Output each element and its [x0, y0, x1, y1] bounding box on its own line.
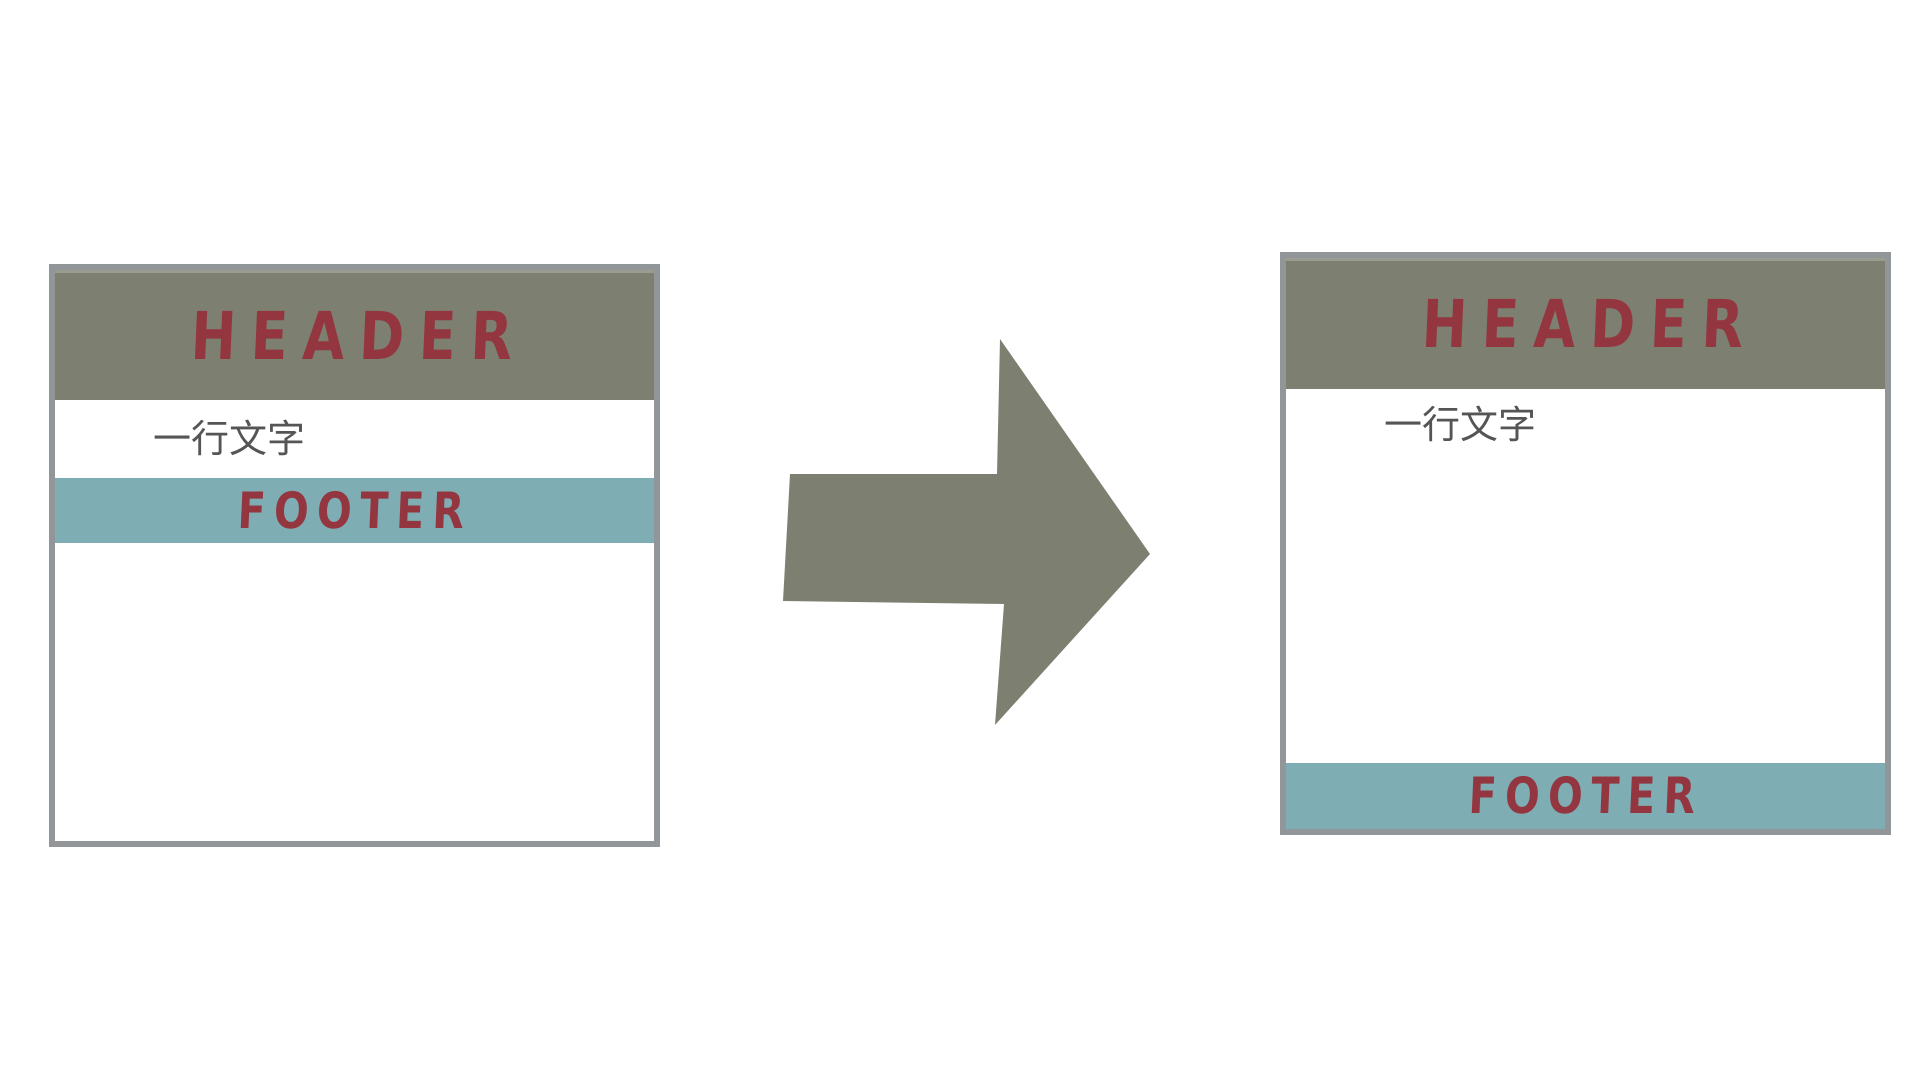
header-bar: HEADER: [1286, 258, 1885, 389]
footer-label: FOOTER: [1467, 767, 1704, 825]
arrow-shape: [783, 339, 1150, 725]
header-label: HEADER: [1420, 286, 1761, 363]
layout-before-frame: HEADER 一行文字 FOOTER: [49, 264, 660, 847]
header-bar: HEADER: [55, 270, 654, 400]
footer-bar: FOOTER: [55, 478, 654, 543]
layout-after-frame: HEADER 一行文字 FOOTER: [1280, 252, 1891, 835]
content-text: 一行文字: [153, 417, 306, 461]
content-text: 一行文字: [1384, 403, 1537, 447]
footer-bar: FOOTER: [1286, 763, 1885, 829]
